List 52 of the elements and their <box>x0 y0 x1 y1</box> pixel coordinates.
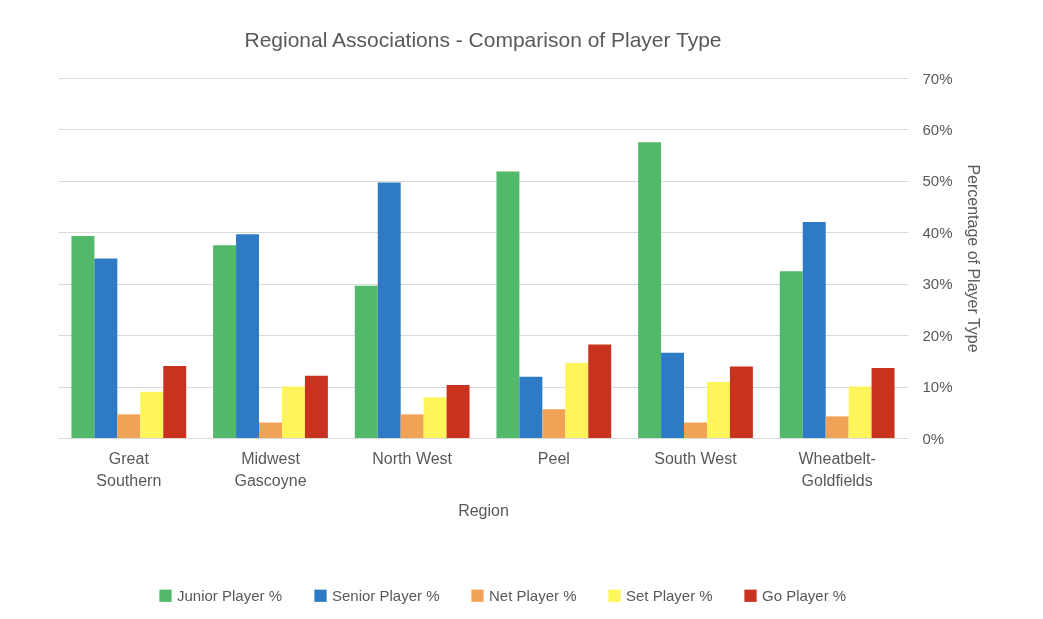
bar <box>588 344 612 438</box>
y-tick-label: 40% <box>922 223 953 241</box>
y-tick-label: 70% <box>922 69 953 87</box>
bar <box>661 352 685 438</box>
bar <box>163 366 187 438</box>
legend-label: Senior Player % <box>332 586 440 604</box>
bar <box>117 414 141 438</box>
legend-label: Net Player % <box>489 586 577 604</box>
bar <box>94 258 118 438</box>
bar <box>236 234 260 438</box>
bar <box>377 182 401 438</box>
bar <box>71 235 95 438</box>
x-tick-label: Peel <box>537 449 570 467</box>
bar <box>496 171 520 438</box>
bar <box>519 376 543 438</box>
bar <box>423 397 447 438</box>
bar <box>354 285 378 438</box>
bar <box>400 414 424 438</box>
y-tick-label: 60% <box>922 120 953 138</box>
bar <box>281 386 305 438</box>
x-axis-title: Region <box>458 501 509 519</box>
bar <box>802 222 826 438</box>
chart-title: Regional Associations - Comparison of Player Type <box>244 28 722 51</box>
legend-label: Junior Player % <box>177 586 283 604</box>
bar <box>213 245 237 438</box>
bar <box>304 375 328 438</box>
y-tick-label: 0% <box>922 429 945 447</box>
x-tick-label: North West <box>372 449 453 467</box>
bar <box>140 391 164 438</box>
legend-label: Go Player % <box>762 586 847 604</box>
bar <box>871 368 895 438</box>
y-tick-label: 10% <box>922 378 953 396</box>
bar <box>779 271 803 438</box>
x-tick-label: Midwest Gascoyne <box>234 449 307 489</box>
bar <box>446 385 470 438</box>
y-axis-title: Percentage of Player Type <box>964 164 982 353</box>
y-tick-label: 20% <box>922 326 953 344</box>
bar <box>684 422 707 438</box>
bar <box>848 386 872 438</box>
y-tick-label: 30% <box>922 275 953 293</box>
bar <box>259 422 282 438</box>
x-tick-label: South West <box>654 449 738 467</box>
legend-label: Set Player % <box>626 586 713 604</box>
bar <box>729 366 753 438</box>
bar <box>638 142 662 438</box>
bar <box>542 409 566 438</box>
bar <box>825 416 849 438</box>
x-tick-label: Great Southern <box>96 449 162 489</box>
y-tick-label: 50% <box>922 172 953 190</box>
bar <box>565 362 589 438</box>
x-tick-label: Wheatbelt-Goldfields <box>798 449 876 489</box>
bar <box>706 381 730 438</box>
